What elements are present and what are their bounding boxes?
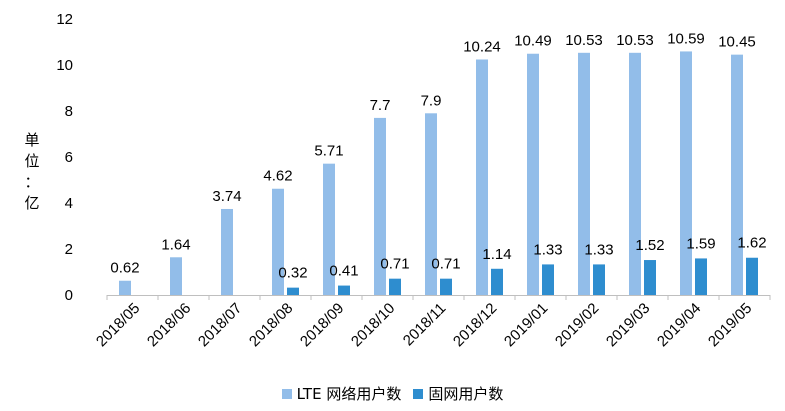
legend-item-lte: LTE 网络用户数 xyxy=(281,383,402,404)
data-label-lte: 10.53 xyxy=(565,32,603,49)
x-tick-label: 2018/05 xyxy=(93,300,143,350)
x-tick-label: 2018/06 xyxy=(144,300,194,350)
data-label-fixed: 1.62 xyxy=(737,235,766,252)
data-label-fixed: 1.59 xyxy=(686,235,715,252)
data-label-fixed: 1.33 xyxy=(533,241,562,258)
x-tick-label: 2019/03 xyxy=(603,300,653,350)
bar-lte xyxy=(221,208,233,295)
data-label-fixed: 0.71 xyxy=(380,256,409,273)
y-axis-label-char: 亿 xyxy=(24,194,40,212)
data-label-lte: 10.59 xyxy=(667,30,705,47)
x-tick-label: 2018/10 xyxy=(348,300,398,350)
bar-lte xyxy=(578,52,590,296)
x-tick-label: 2018/09 xyxy=(297,300,347,350)
bar-fixed xyxy=(695,258,707,295)
bar-lte xyxy=(731,54,743,296)
bar-fixed xyxy=(593,264,605,295)
y-tick-label: 0 xyxy=(65,287,73,304)
bar-fixed xyxy=(542,264,554,295)
data-label-fixed: 1.52 xyxy=(635,237,664,254)
bar-lte xyxy=(476,59,488,296)
bar-fixed xyxy=(287,287,299,295)
data-label-fixed: 0.41 xyxy=(329,263,358,280)
bar-fixed xyxy=(746,257,758,295)
data-label-lte: 1.64 xyxy=(161,236,190,253)
legend: LTE 网络用户数 固网用户数 xyxy=(0,383,785,404)
bar-lte xyxy=(170,257,182,295)
x-tick-label: 2018/07 xyxy=(195,300,245,350)
data-label-lte: 10.45 xyxy=(718,34,756,51)
y-axis-label: 单 位 ： 亿 xyxy=(22,130,42,214)
y-axis-label-char: 单 xyxy=(24,131,40,149)
bar-lte xyxy=(119,280,131,295)
legend-item-fixed: 固网用户数 xyxy=(413,383,503,404)
y-tick-label: 4 xyxy=(65,195,73,212)
y-axis-label-char: ： xyxy=(24,173,40,191)
bar-lte xyxy=(629,52,641,296)
data-label-lte: 10.24 xyxy=(463,38,501,55)
data-label-lte: 4.62 xyxy=(263,168,292,185)
data-label-fixed: 0.32 xyxy=(278,265,307,282)
bar-lte xyxy=(374,117,386,296)
x-tick-label: 2018/08 xyxy=(246,300,296,350)
bar-lte xyxy=(323,163,335,295)
bar-fixed xyxy=(644,260,656,295)
y-tick-label: 8 xyxy=(65,103,73,120)
legend-label-fixed: 固网用户数 xyxy=(428,385,504,403)
bar-lte xyxy=(527,53,539,296)
x-tick-label: 2019/04 xyxy=(654,300,704,350)
x-tick-label: 2019/05 xyxy=(705,300,755,350)
x-tick-label: 2019/02 xyxy=(552,300,602,350)
data-label-lte: 10.53 xyxy=(616,32,654,49)
y-tick-label: 6 xyxy=(65,149,73,166)
data-label-lte: 0.62 xyxy=(110,260,139,277)
data-label-lte: 7.7 xyxy=(370,97,391,114)
bar-fixed xyxy=(389,278,401,295)
y-tick-label: 2 xyxy=(65,241,73,258)
y-tick-label: 10 xyxy=(56,57,73,74)
data-label-fixed: 1.33 xyxy=(584,241,613,258)
bar-lte xyxy=(425,113,437,295)
legend-swatch-fixed xyxy=(413,388,424,399)
y-tick-label: 12 xyxy=(56,11,73,28)
bar-lte xyxy=(680,51,692,296)
data-label-lte: 5.71 xyxy=(314,143,343,160)
data-label-lte: 10.49 xyxy=(514,33,552,50)
bar-fixed xyxy=(491,268,503,295)
data-label-fixed: 1.14 xyxy=(482,246,511,263)
bar-lte xyxy=(272,188,284,295)
x-tick-label: 2018/12 xyxy=(450,300,500,350)
legend-label-lte: LTE 网络用户数 xyxy=(296,385,402,403)
data-label-lte: 7.9 xyxy=(421,92,442,109)
data-label-fixed: 0.71 xyxy=(431,256,460,273)
data-label-lte: 3.74 xyxy=(212,188,241,205)
y-axis-label-char: 位 xyxy=(24,152,40,170)
x-tick-label: 2019/01 xyxy=(501,300,551,350)
x-tick-label: 2018/11 xyxy=(400,300,450,350)
legend-swatch-lte xyxy=(281,388,292,399)
bar-fixed xyxy=(440,278,452,295)
bar-fixed xyxy=(338,285,350,295)
